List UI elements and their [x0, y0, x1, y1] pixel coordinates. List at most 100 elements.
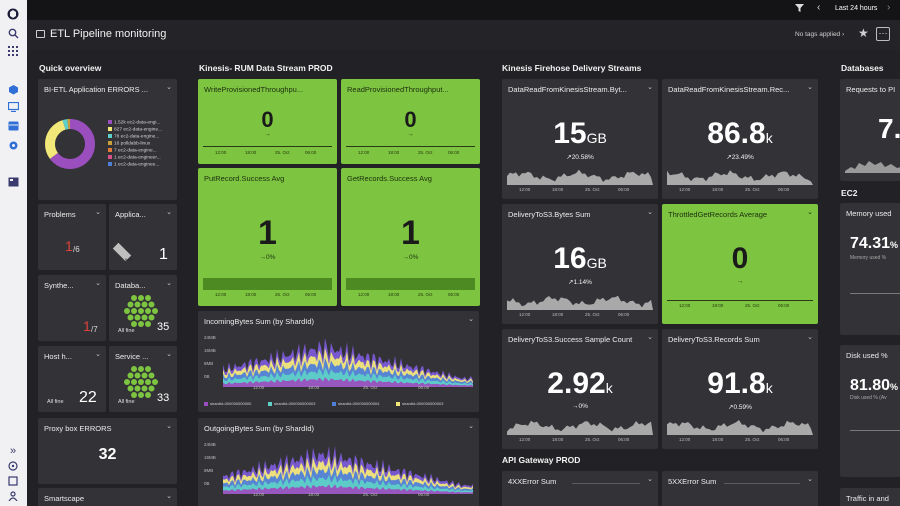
- legend-label: 827 ec2-data-engine...: [114, 127, 163, 133]
- smartscape-tile[interactable]: Smartscape ⌄: [38, 488, 177, 506]
- tile-title: DeliveryToS3.Records Sum: [668, 335, 760, 344]
- tile-title: 4XXError Sum: [508, 477, 557, 486]
- metric-value: 0: [261, 107, 274, 132]
- chevron-down-icon[interactable]: ⌄: [647, 476, 653, 483]
- metric-delta: →: [736, 278, 744, 285]
- kinesis-metric-tile[interactable]: PutRecord.Success Avg 1 →0% 12:00 18:00 25. O…: [198, 168, 337, 306]
- api-5xx-tile[interactable]: 5XXError Sum ⌄: [662, 471, 818, 506]
- x-axis-tick: 25. Oct: [363, 492, 378, 497]
- chevron-down-icon[interactable]: ⌄: [95, 280, 101, 287]
- firehose-metric-tile[interactable]: ThrottledGetRecords Average ⌄ 0 → 12:00 18:00…: [662, 204, 818, 324]
- firehose-metric-tile[interactable]: DataReadFromKinesisStream.Rec... ⌄ 86.8k ↗2…: [662, 79, 818, 199]
- chevron-down-icon[interactable]: ⌄: [468, 423, 474, 430]
- chevron-down-icon[interactable]: ⌄: [807, 209, 813, 216]
- star-icon[interactable]: ★: [858, 26, 869, 40]
- firehose-metric-tile[interactable]: DeliveryToS3.Bytes Sum ⌄ 16GB ↗1.14% 12:00 18…: [502, 204, 658, 324]
- memory-used-tile[interactable]: Memory used 74.31% Memory used %: [840, 203, 900, 335]
- disk-used-tile[interactable]: Disk used % 81.80% Disk used % (Av: [840, 345, 900, 477]
- bi-etl-errors-tile[interactable]: BI-ETL Application ERRORS ... ⌄ 1.52k ec…: [38, 79, 177, 200]
- metric-baseline: [667, 300, 813, 301]
- metric-delta: →0%: [402, 254, 419, 261]
- apps-grid-icon[interactable]: [6, 44, 20, 58]
- tile-title: IncomingBytes Sum (by ShardId): [204, 317, 315, 326]
- metric-value: 1: [401, 214, 420, 252]
- y-axis-tick: 8MB: [204, 468, 214, 473]
- tile-title: Applica...: [115, 210, 146, 219]
- help-icon[interactable]: [6, 459, 20, 473]
- firehose-metric-tile[interactable]: DataReadFromKinesisStream.Byt... ⌄ 15GB ↗20…: [502, 79, 658, 199]
- chevron-down-icon[interactable]: ⌄: [95, 209, 101, 216]
- legend-swatch: [332, 401, 336, 406]
- tile-title: Memory used: [846, 209, 892, 218]
- chevron-down-icon[interactable]: ⌄: [166, 351, 172, 358]
- notes-icon[interactable]: [6, 474, 20, 488]
- axis-tick: 12:00: [679, 187, 691, 192]
- chevron-down-icon[interactable]: ⌄: [807, 476, 813, 483]
- dashboard-icon: [36, 30, 45, 38]
- legend-label: shardId-000000000003: [402, 401, 444, 406]
- kinesis-metric-tile[interactable]: ReadProvisionedThroughput... 0 → 12:00 18:00…: [341, 79, 480, 164]
- chevron-down-icon[interactable]: ⌄: [647, 334, 653, 341]
- kinesis-metric-tile[interactable]: GetRecords.Success Avg 1 →0% 12:00 18:00 25. …: [341, 168, 480, 306]
- chevron-down-icon[interactable]: ⌄: [468, 316, 474, 323]
- metric-delta: →0%: [259, 254, 276, 261]
- chevron-down-icon[interactable]: ⌄: [647, 84, 653, 91]
- chevron-left-icon[interactable]: ‹: [817, 2, 821, 13]
- filter-icon[interactable]: [795, 3, 804, 15]
- search-icon[interactable]: [6, 26, 20, 40]
- dynatrace-logo-icon[interactable]: [6, 7, 20, 21]
- axis-tick: 06:00: [618, 187, 630, 192]
- user-icon[interactable]: [6, 489, 20, 503]
- ec2-section-title: EC2: [841, 188, 858, 198]
- monitor-icon[interactable]: [6, 100, 20, 114]
- chevron-down-icon[interactable]: ⌄: [647, 209, 653, 216]
- problems-tile[interactable]: Problems ⌄ 1 /6: [38, 204, 106, 270]
- dashboard-icon[interactable]: [6, 175, 20, 189]
- services-tile[interactable]: Service ... ⌄ All fine 33: [109, 346, 177, 412]
- honeycomb-graphic: [124, 366, 158, 398]
- proxy-errors-tile[interactable]: Proxy box ERRORS ⌄ 32: [38, 418, 177, 484]
- donut-chart: [45, 119, 95, 169]
- outgoing-bytes-tile[interactable]: OutgoingBytes Sum (by ShardId) ⌄ 24MB 16M…: [198, 418, 479, 506]
- disk-number: 81.80: [850, 377, 891, 394]
- sparkline-area: [507, 295, 653, 310]
- chevron-down-icon[interactable]: ⌄: [807, 334, 813, 341]
- chevron-down-icon[interactable]: ⌄: [807, 84, 813, 91]
- hosts-tile[interactable]: Host h... ⌄ All fine 22: [38, 346, 106, 412]
- firehose-metric-tile[interactable]: DeliveryToS3.Records Sum ⌄ 91.8k ↗0.59% 12:0…: [662, 329, 818, 449]
- applications-tile[interactable]: Applica... ⌄ fine 1: [109, 204, 177, 270]
- tile-title: Disk used %: [846, 351, 888, 360]
- left-nav-rail: »: [0, 0, 27, 506]
- legend-item: shardId-000000000004: [332, 401, 379, 406]
- chevron-down-icon[interactable]: ⌄: [166, 280, 172, 287]
- chevron-down-icon[interactable]: ⌄: [95, 351, 101, 358]
- expand-rail-icon[interactable]: »: [9, 445, 17, 457]
- legend-label: 1.52k ec2-data-engi...: [114, 120, 161, 126]
- firehose-metric-tile[interactable]: DeliveryToS3.Success Sample Count ⌄ 2.92k →…: [502, 329, 658, 449]
- legend-label: 16 polldabb-linux: [114, 141, 151, 147]
- chevron-down-icon[interactable]: ⌄: [166, 493, 172, 500]
- chevron-down-icon[interactable]: ⌄: [166, 84, 172, 91]
- chevron-down-icon[interactable]: ⌄: [166, 209, 172, 216]
- proxy-errors-count: 32: [98, 446, 117, 463]
- synthetic-tile[interactable]: Synthe... ⌄ 1 /7: [38, 275, 106, 341]
- databases-tile[interactable]: Databa... ⌄ All fine 35: [109, 275, 177, 341]
- cube-icon[interactable]: [6, 82, 20, 96]
- api-4xx-tile[interactable]: 4XXError Sum ⌄: [502, 471, 658, 506]
- outgoing-bytes-chart: [223, 446, 473, 494]
- database-icon[interactable]: [6, 119, 20, 133]
- requests-tile[interactable]: Requests to PI 7.: [840, 79, 900, 181]
- chevron-down-icon[interactable]: ⌄: [166, 423, 172, 430]
- timeframe-selector[interactable]: Last 24 hours: [835, 5, 878, 12]
- traffic-tile[interactable]: Traffic in and: [840, 488, 900, 506]
- axis-tick: 18:00: [552, 187, 564, 192]
- chevron-right-icon[interactable]: ›: [887, 2, 891, 13]
- kinesis-metric-tile[interactable]: WriteProvisionedThroughpu... 0 → 12:00 18:00…: [198, 79, 337, 164]
- legend-item: 16 polldabb-linux: [108, 141, 150, 146]
- gear-icon[interactable]: [6, 138, 20, 152]
- incoming-bytes-tile[interactable]: IncomingBytes Sum (by ShardId) ⌄ 24MB 16M…: [198, 311, 479, 412]
- more-options-button[interactable]: ⋯: [876, 27, 890, 41]
- memory-unit: %: [890, 240, 899, 250]
- hosts-count: 22: [79, 389, 97, 406]
- tags-filter[interactable]: No tags applied ›: [795, 31, 845, 38]
